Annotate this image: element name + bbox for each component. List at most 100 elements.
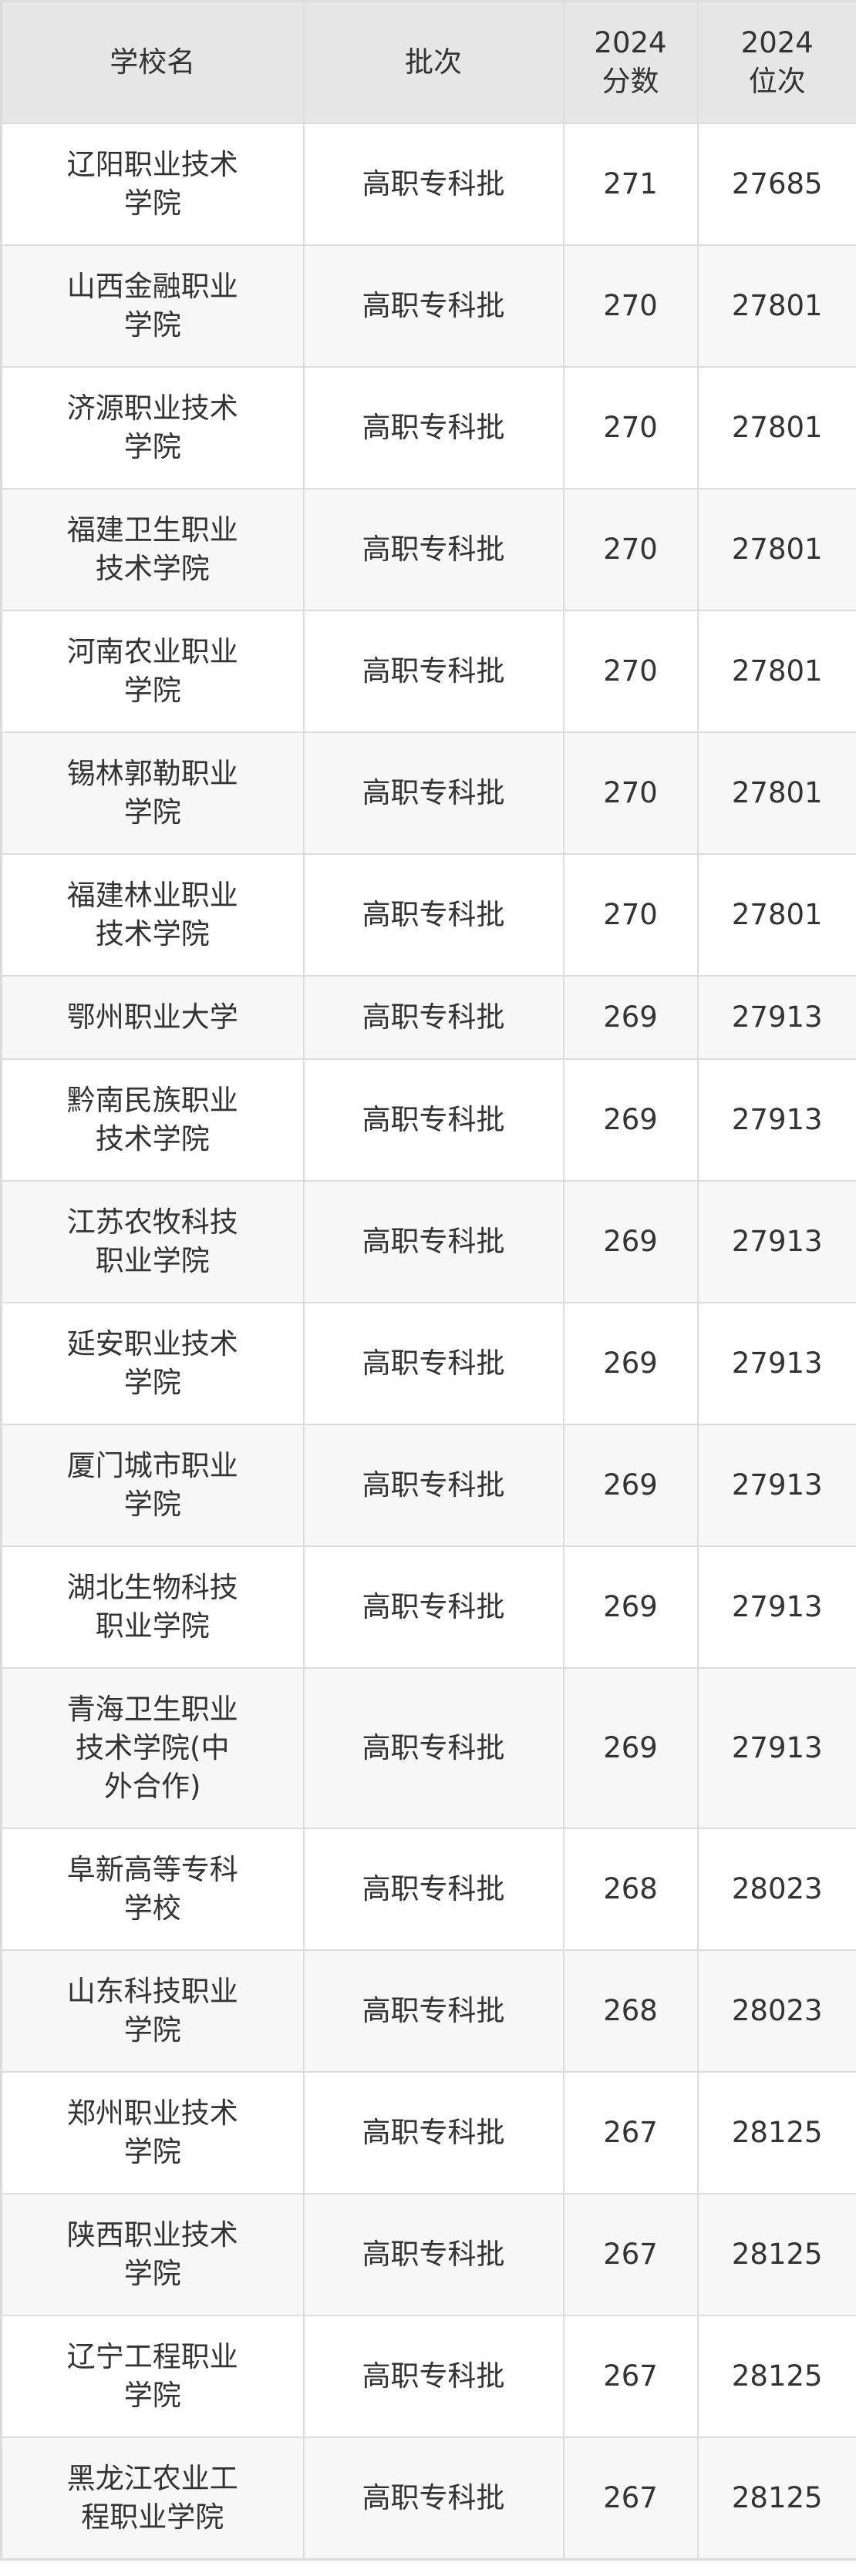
cell-batch: 高职专科批 <box>302 366 564 489</box>
cell-score: 269 <box>562 1058 699 1182</box>
cell-school: 黔南民族职业技术学院 <box>0 1058 305 1182</box>
cell-score: 267 <box>562 2315 699 2438</box>
table-row: 福建林业职业技术学院 高职专科批 270 27801 <box>0 853 856 977</box>
cell-school: 辽阳职业技术学院 <box>0 123 305 246</box>
header-rank-year: 2024 <box>740 26 814 59</box>
cell-school: 延安职业技术学院 <box>0 1302 305 1425</box>
cell-school: 济源职业技术学院 <box>0 366 305 489</box>
cell-school: 湖北生物科技职业学院 <box>0 1545 305 1669</box>
header-school: 学校名 <box>0 0 305 124</box>
cell-rank: 27913 <box>696 975 856 1060</box>
cell-rank: 27913 <box>696 1667 856 1829</box>
school-name: 黑龙江农业工程职业学院 <box>66 2462 238 2534</box>
cell-batch: 高职专科批 <box>302 123 564 246</box>
cell-score: 271 <box>562 123 699 246</box>
school-name: 河南农业职业学院 <box>66 635 238 707</box>
cell-rank: 28125 <box>696 2071 856 2194</box>
header-row: 学校名 批次 2024 分数 2024 位次 <box>0 0 856 124</box>
school-name: 福建林业职业技术学院 <box>66 879 238 950</box>
cell-batch: 高职专科批 <box>302 2071 564 2194</box>
table-row: 陕西职业技术学院 高职专科批 267 28125 <box>0 2193 856 2316</box>
cell-school: 福建林业职业技术学院 <box>0 853 305 977</box>
school-name: 山西金融职业学院 <box>66 270 238 341</box>
header-batch: 批次 <box>302 0 564 124</box>
table-row: 黑龙江农业工程职业学院 高职专科批 267 28125 <box>0 2436 856 2561</box>
school-name: 黔南民族职业技术学院 <box>66 1084 238 1155</box>
table-row: 厦门城市职业学院 高职专科批 269 27913 <box>0 1424 856 1547</box>
school-name: 陕西职业技术学院 <box>66 2218 238 2290</box>
cell-rank: 27685 <box>696 123 856 246</box>
cell-batch: 高职专科批 <box>302 610 564 733</box>
school-name: 厦门城市职业学院 <box>66 1449 238 1521</box>
cell-rank: 27913 <box>696 1058 856 1182</box>
cell-batch: 高职专科批 <box>302 1302 564 1425</box>
cell-score: 269 <box>562 1424 699 1547</box>
cell-batch: 高职专科批 <box>302 853 564 977</box>
cell-batch: 高职专科批 <box>302 2193 564 2316</box>
school-name: 锡林郭勒职业学院 <box>66 757 238 829</box>
school-name: 福建卫生职业技术学院 <box>66 513 238 585</box>
cell-score: 267 <box>562 2193 699 2316</box>
school-name: 山东科技职业学院 <box>66 1975 238 2046</box>
table-row: 山西金融职业学院 高职专科批 270 27801 <box>0 244 856 368</box>
cell-batch: 高职专科批 <box>302 2315 564 2438</box>
cell-school: 福建卫生职业技术学院 <box>0 488 305 611</box>
cell-score: 270 <box>562 610 699 733</box>
table-row: 锡林郭勒职业学院 高职专科批 270 27801 <box>0 731 856 855</box>
school-name: 青海卫生职业技术学院(中外合作) <box>66 1693 238 1803</box>
cell-score: 270 <box>562 244 699 368</box>
cell-batch: 高职专科批 <box>302 731 564 855</box>
school-name: 济源职业技术学院 <box>66 392 238 463</box>
cell-school: 河南农业职业学院 <box>0 610 305 733</box>
cell-school: 辽宁工程职业学院 <box>0 2315 305 2438</box>
cell-batch: 高职专科批 <box>302 1180 564 1303</box>
cell-school: 锡林郭勒职业学院 <box>0 731 305 855</box>
table-row: 江苏农牧科技职业学院 高职专科批 269 27913 <box>0 1180 856 1303</box>
cell-score: 269 <box>562 1545 699 1669</box>
table-row: 辽宁工程职业学院 高职专科批 267 28125 <box>0 2315 856 2438</box>
cell-rank: 28023 <box>696 1949 856 2073</box>
cell-school: 山西金融职业学院 <box>0 244 305 368</box>
cell-score: 268 <box>562 1949 699 2073</box>
cell-score: 270 <box>562 731 699 855</box>
cell-score: 269 <box>562 1180 699 1303</box>
cell-rank: 27913 <box>696 1545 856 1669</box>
school-name: 辽宁工程职业学院 <box>66 2340 238 2412</box>
cell-rank: 28023 <box>696 1828 856 1951</box>
school-name: 江苏农牧科技职业学院 <box>66 1206 238 1277</box>
cell-school: 陕西职业技术学院 <box>0 2193 305 2316</box>
cell-rank: 27801 <box>696 610 856 733</box>
cell-rank: 27801 <box>696 366 856 489</box>
header-score-year: 2024 <box>594 26 667 59</box>
cell-school: 郑州职业技术学院 <box>0 2071 305 2194</box>
cell-rank: 28125 <box>696 2315 856 2438</box>
cell-batch: 高职专科批 <box>302 975 564 1060</box>
school-name: 辽阳职业技术学院 <box>66 148 238 220</box>
cell-rank: 27801 <box>696 244 856 368</box>
cell-batch: 高职专科批 <box>302 244 564 368</box>
table-row: 青海卫生职业技术学院(中外合作) 高职专科批 269 27913 <box>0 1667 856 1829</box>
table-row: 阜新高等专科学校 高职专科批 268 28023 <box>0 1828 856 1951</box>
table-row: 福建卫生职业技术学院 高职专科批 270 27801 <box>0 488 856 611</box>
table-row: 湖北生物科技职业学院 高职专科批 269 27913 <box>0 1545 856 1669</box>
cell-score: 267 <box>562 2436 699 2561</box>
cell-school: 黑龙江农业工程职业学院 <box>0 2436 305 2561</box>
cell-score: 270 <box>562 488 699 611</box>
cell-school: 山东科技职业学院 <box>0 1949 305 2073</box>
cell-score: 270 <box>562 853 699 977</box>
cell-batch: 高职专科批 <box>302 488 564 611</box>
table-row: 黔南民族职业技术学院 高职专科批 269 27913 <box>0 1058 856 1182</box>
table-row: 辽阳职业技术学院 高职专科批 271 27685 <box>0 123 856 246</box>
cell-batch: 高职专科批 <box>302 1828 564 1951</box>
table-row: 济源职业技术学院 高职专科批 270 27801 <box>0 366 856 489</box>
cell-batch: 高职专科批 <box>302 2436 564 2561</box>
cell-score: 267 <box>562 2071 699 2194</box>
header-score-label: 分数 <box>602 65 659 98</box>
cell-rank: 27801 <box>696 488 856 611</box>
cell-rank: 28125 <box>696 2436 856 2561</box>
cell-rank: 27913 <box>696 1180 856 1303</box>
header-rank-label: 位次 <box>748 65 806 98</box>
table-row: 鄂州职业大学 高职专科批 269 27913 <box>0 975 856 1060</box>
cell-rank: 27913 <box>696 1302 856 1425</box>
table-row: 延安职业技术学院 高职专科批 269 27913 <box>0 1302 856 1425</box>
